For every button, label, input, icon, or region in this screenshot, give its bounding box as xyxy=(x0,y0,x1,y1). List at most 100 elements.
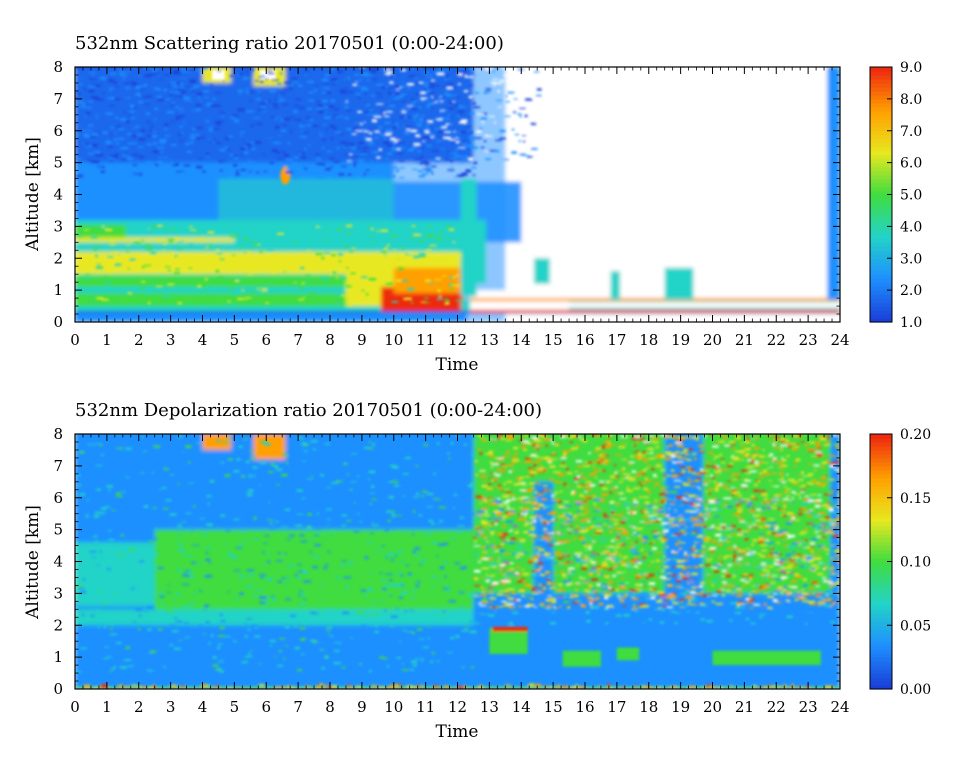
x-tick-label: 4 xyxy=(198,331,208,349)
colorbar-step xyxy=(870,501,892,507)
colorbar-step xyxy=(870,589,892,594)
colorbar-step xyxy=(870,250,892,255)
colorbar-step xyxy=(870,685,892,690)
colorbar-step xyxy=(870,613,892,618)
colorbar-step xyxy=(870,154,892,160)
colorbar-step xyxy=(870,122,892,128)
scattering-ratio-axes: 0 1 2 3 4 5 6 7 8 9 10 11 12 13 14 15 16 17 18 19 20 21 22 23 24… xyxy=(53,58,849,349)
colorbar-step xyxy=(870,306,892,311)
x-tick-label: 21 xyxy=(735,698,754,716)
x-tick-label: 3 xyxy=(166,698,176,716)
x-tick-label: 6 xyxy=(261,331,271,349)
colorbar-step xyxy=(870,278,892,283)
colorbar-tick-label: 1.0 xyxy=(900,315,922,331)
x-tick-label: 5 xyxy=(230,331,240,349)
colorbar-step xyxy=(870,677,892,682)
colorbar-step xyxy=(870,545,892,551)
colorbar-tick-label: 0.00 xyxy=(900,682,931,698)
colorbar-step xyxy=(870,126,892,132)
colorbar-step xyxy=(870,573,892,579)
x-tick-label: 18 xyxy=(639,698,658,716)
colorbar-step xyxy=(870,170,892,176)
y-tick-label: 0 xyxy=(53,680,63,698)
colorbar-step xyxy=(870,453,892,459)
x-tick-label: 20 xyxy=(703,698,722,716)
colorbar-step xyxy=(870,266,892,271)
colorbar-step xyxy=(870,150,892,156)
colorbar-step xyxy=(870,473,892,479)
colorbar-step xyxy=(870,194,892,200)
colorbar-step xyxy=(870,489,892,495)
depolarization-ratio-heatmap xyxy=(75,434,840,689)
colorbar-step xyxy=(870,461,892,467)
x-tick-label: 19 xyxy=(671,698,690,716)
x-tick-label: 4 xyxy=(198,698,208,716)
colorbar-step xyxy=(870,434,892,439)
colorbar-tick-label: 0.10 xyxy=(900,555,931,571)
x-tick-label: 10 xyxy=(384,331,403,349)
colorbar-step xyxy=(870,210,892,216)
y-tick-label: 1 xyxy=(53,648,63,666)
scattering-ratio-heatmap xyxy=(75,67,840,322)
x-tick-label: 15 xyxy=(544,698,563,716)
x-tick-label: 18 xyxy=(639,331,658,349)
colorbar-tick-label: 6.0 xyxy=(900,156,922,172)
colorbar-step xyxy=(870,254,892,259)
colorbar-tick-label: 0.20 xyxy=(900,427,931,443)
colorbar-step xyxy=(870,517,892,523)
colorbar-step xyxy=(870,274,892,279)
colorbar-step xyxy=(870,318,892,323)
x-tick-label: 6 xyxy=(261,698,271,716)
y-tick-label: 3 xyxy=(53,584,63,602)
colorbar-step xyxy=(870,541,892,547)
colorbar-step xyxy=(870,649,892,654)
colorbar-step xyxy=(870,238,892,243)
colorbar-step xyxy=(870,190,892,196)
colorbar-step xyxy=(870,138,892,144)
colorbar-step xyxy=(870,90,892,96)
colorbar-step xyxy=(870,513,892,519)
colorbar-step xyxy=(870,74,892,80)
depolarization-ratio-title: 532nm Depolarization ratio 20170501 (0:0… xyxy=(75,400,542,421)
y-tick-label: 7 xyxy=(53,90,63,108)
scattering-ratio-panel: 532nm Scattering ratio 20170501 (0:00-24… xyxy=(23,33,922,375)
colorbar-step xyxy=(870,445,892,451)
colorbar-step xyxy=(870,222,892,227)
x-tick-label: 23 xyxy=(799,698,818,716)
colorbar-step xyxy=(870,505,892,511)
colorbar-step xyxy=(870,282,892,287)
colorbar-step xyxy=(870,230,892,235)
colorbar-step xyxy=(870,617,892,622)
x-tick-label: 13 xyxy=(480,698,499,716)
colorbar-step xyxy=(870,493,892,499)
colorbar-step xyxy=(870,553,892,559)
colorbar-step xyxy=(870,114,892,120)
y-tick-label: 6 xyxy=(53,489,63,507)
colorbar-step xyxy=(870,669,892,674)
colorbar-step xyxy=(870,214,892,220)
x-tick-label: 22 xyxy=(767,698,786,716)
colorbar-step xyxy=(870,441,892,447)
x-tick-label: 23 xyxy=(799,331,818,349)
x-tick-label: 24 xyxy=(830,331,849,349)
scattering-ratio-title: 532nm Scattering ratio 20170501 (0:00-24… xyxy=(75,33,504,54)
colorbar-step xyxy=(870,218,892,223)
colorbar-step xyxy=(870,497,892,503)
x-tick-label: 14 xyxy=(512,331,531,349)
colorbar-step xyxy=(870,294,892,299)
x-tick-label: 19 xyxy=(671,331,690,349)
x-tick-label: 13 xyxy=(480,331,499,349)
x-tick-label: 9 xyxy=(357,331,367,349)
colorbar-step xyxy=(870,577,892,583)
colorbar-step xyxy=(870,533,892,539)
x-tick-label: 15 xyxy=(544,331,563,349)
scattering-ratio-ylabel: Altitude [km] xyxy=(23,137,43,252)
colorbar-step xyxy=(870,521,892,527)
colorbar-tick-label: 0.05 xyxy=(900,618,931,634)
x-tick-label: 2 xyxy=(134,331,144,349)
colorbar-tick-label: 4.0 xyxy=(900,219,922,235)
colorbar-step xyxy=(870,485,892,491)
colorbar-step xyxy=(870,67,892,72)
x-tick-label: 12 xyxy=(448,331,467,349)
